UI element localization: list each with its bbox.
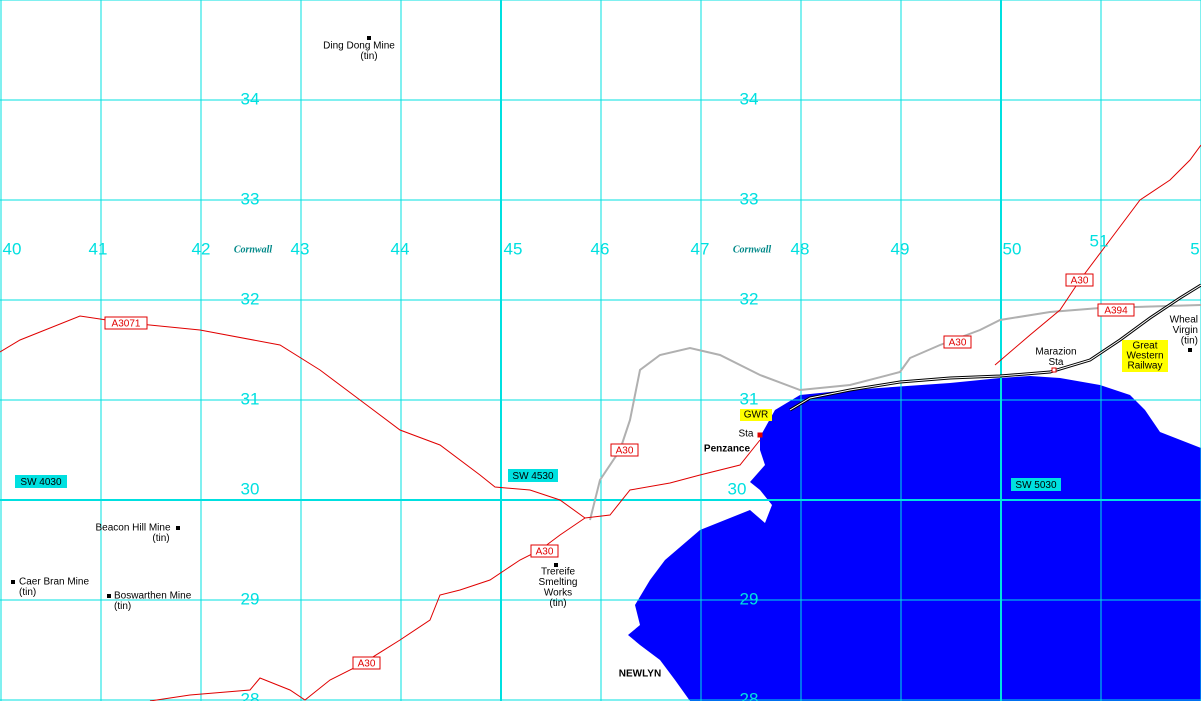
road-label: A30 bbox=[358, 659, 376, 670]
northing-label: 28 bbox=[740, 689, 759, 701]
road-label-box bbox=[530, 544, 559, 558]
northing-label: 32 bbox=[740, 289, 759, 308]
road-label-box bbox=[943, 335, 972, 349]
place-marker bbox=[107, 594, 111, 598]
road bbox=[0, 315, 761, 519]
county-label: Cornwall bbox=[234, 244, 273, 255]
grid-square-label-box bbox=[1011, 478, 1061, 491]
grid-square-label-box bbox=[508, 469, 558, 482]
place-marker bbox=[1188, 348, 1192, 352]
place-label: Marazion bbox=[1035, 347, 1076, 358]
grid-square-label-box bbox=[15, 475, 67, 488]
road bbox=[994, 144, 1201, 366]
northing-label: 31 bbox=[740, 389, 759, 408]
road-label: A394 bbox=[1104, 306, 1128, 317]
town-label: NEWLYN bbox=[619, 669, 661, 680]
easting-label: 47 bbox=[691, 239, 710, 258]
place-marker bbox=[176, 526, 180, 530]
grid-square-label: SW 4530 bbox=[512, 471, 554, 482]
road-label-box bbox=[610, 443, 639, 457]
railway-label: Western bbox=[1126, 351, 1163, 362]
place-marker bbox=[11, 580, 15, 584]
road-label-box bbox=[352, 656, 381, 670]
easting-label: 5 bbox=[1190, 239, 1199, 258]
easting-label: 40 bbox=[3, 239, 22, 258]
place-label: Virgin bbox=[1173, 325, 1198, 336]
county-label: Cornwall bbox=[733, 244, 772, 255]
place-label: (tin) bbox=[549, 598, 566, 609]
place-label: Beacon Hill Mine bbox=[95, 523, 170, 534]
easting-label: 50 bbox=[1003, 239, 1022, 258]
road bbox=[149, 517, 586, 701]
place-label: Trereife bbox=[541, 567, 576, 578]
easting-label: 46 bbox=[591, 239, 610, 258]
place-label: (tin) bbox=[19, 587, 36, 598]
road-label: A30 bbox=[1071, 276, 1089, 287]
place-label: Caer Bran Mine bbox=[19, 577, 89, 588]
place-label: (tin) bbox=[1181, 336, 1198, 347]
labels: 40 41 42 43 44 45 46 47 48 49 50 51 5 34 33 32 31 30 29 28 3… bbox=[3, 36, 1200, 701]
place-marker bbox=[757, 432, 763, 438]
easting-label: 42 bbox=[192, 239, 211, 258]
place-marker bbox=[554, 563, 558, 567]
place-label: Ding Dong Mine bbox=[323, 41, 395, 52]
northing-label: 33 bbox=[740, 189, 759, 208]
place-marker bbox=[1051, 367, 1057, 373]
road-label: A30 bbox=[616, 446, 634, 457]
place-label: Works bbox=[544, 588, 572, 599]
place-label: Smelting bbox=[539, 577, 578, 588]
northing-label: 30 bbox=[728, 479, 747, 498]
railway bbox=[789, 284, 1201, 411]
place-label: Wheal bbox=[1170, 315, 1198, 326]
easting-label: 44 bbox=[391, 239, 410, 258]
easting-label: 43 bbox=[291, 239, 310, 258]
easting-label: 45 bbox=[504, 239, 523, 258]
sea bbox=[628, 376, 1201, 701]
easting-label: 48 bbox=[791, 239, 810, 258]
road-label-box bbox=[1065, 273, 1094, 287]
railway-label: Great bbox=[1132, 341, 1157, 352]
place-label: Sta bbox=[738, 429, 753, 440]
northing-label: 32 bbox=[241, 289, 260, 308]
town-label: Penzance bbox=[704, 444, 751, 455]
place-label: Sta bbox=[1048, 357, 1063, 368]
northing-label: 34 bbox=[740, 89, 759, 108]
road bbox=[589, 304, 1201, 521]
northing-label: 31 bbox=[241, 389, 260, 408]
northing-label: 29 bbox=[241, 589, 260, 608]
place-label: Boswarthen Mine bbox=[114, 591, 192, 602]
railway-label-box bbox=[740, 409, 772, 421]
railway-label-box bbox=[1122, 340, 1168, 372]
road-label-box bbox=[104, 316, 148, 330]
easting-label: 51 bbox=[1090, 231, 1109, 250]
place-label: (tin) bbox=[114, 601, 131, 612]
road-label: A30 bbox=[536, 547, 554, 558]
northing-label: 34 bbox=[241, 89, 260, 108]
road-label: A30 bbox=[949, 338, 967, 349]
road-label-box bbox=[1097, 303, 1135, 317]
northing-label: 30 bbox=[241, 479, 260, 498]
easting-label: 41 bbox=[89, 239, 108, 258]
northing-label: 28 bbox=[241, 689, 260, 701]
easting-label: 49 bbox=[891, 239, 910, 258]
place-marker bbox=[367, 36, 371, 40]
northing-label: 33 bbox=[241, 189, 260, 208]
grid-square-label: SW 4030 bbox=[20, 477, 62, 488]
road-label: A3071 bbox=[112, 319, 141, 330]
place-label: (tin) bbox=[152, 533, 169, 544]
place-label: (tin) bbox=[360, 51, 377, 62]
railway-label: GWR bbox=[744, 410, 768, 421]
railway-label: Railway bbox=[1127, 361, 1162, 372]
northing-label: 29 bbox=[740, 589, 759, 608]
grid-square-label: SW 5030 bbox=[1015, 480, 1057, 491]
